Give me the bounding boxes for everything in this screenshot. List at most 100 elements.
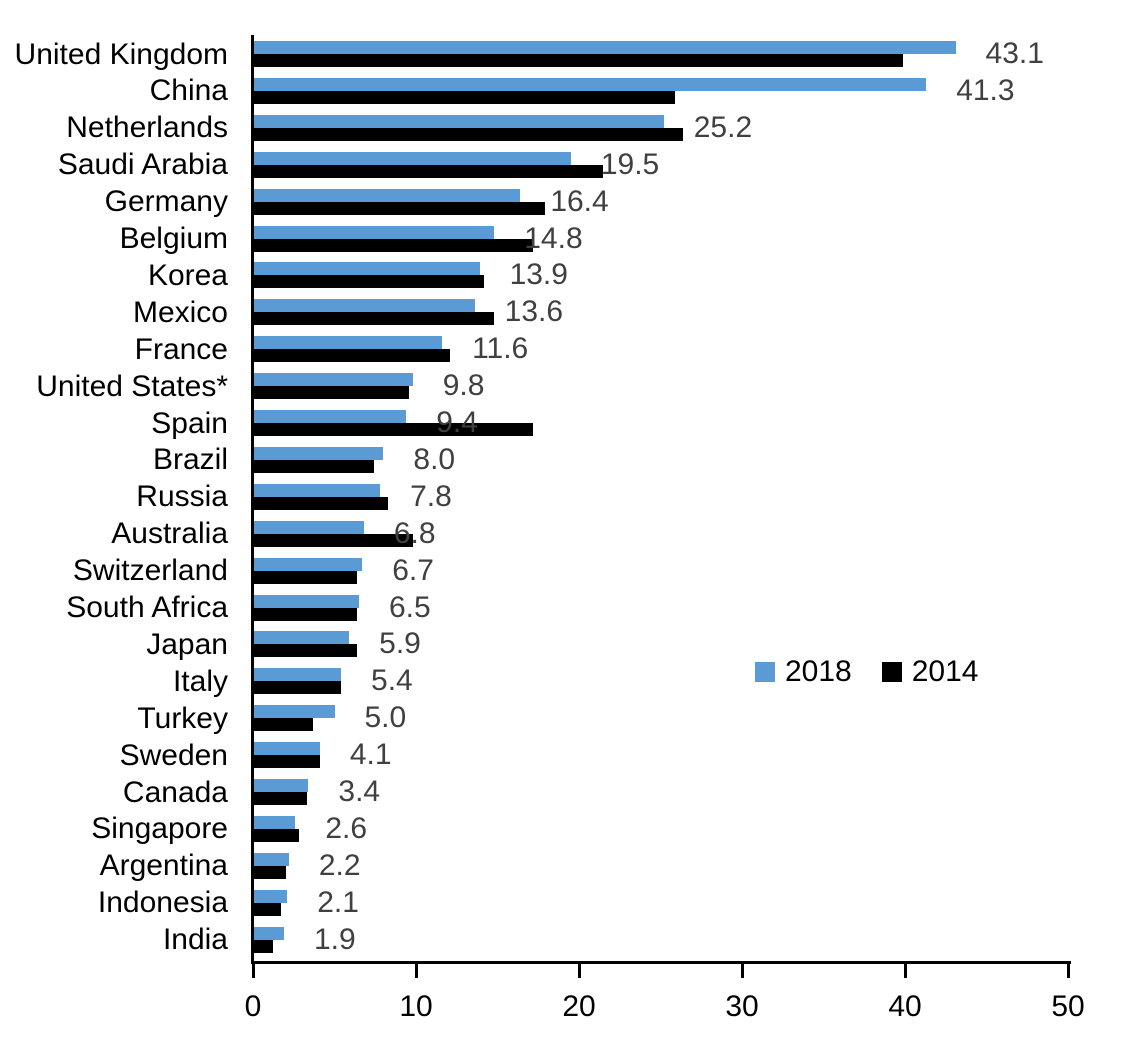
x-tick bbox=[577, 964, 581, 978]
bar-2018 bbox=[253, 299, 475, 313]
bar-2018 bbox=[253, 373, 413, 387]
bar-2014 bbox=[253, 902, 281, 916]
x-tick bbox=[251, 964, 255, 978]
bar-2018 bbox=[253, 631, 350, 645]
bar-2014 bbox=[253, 238, 534, 252]
legend-label: 2014 bbox=[911, 655, 979, 688]
bar-2014 bbox=[253, 164, 604, 178]
bar-2014 bbox=[253, 607, 358, 621]
value-label: 43.1 bbox=[985, 37, 1044, 70]
value-label: 14.8 bbox=[524, 221, 583, 255]
bar-2018 bbox=[253, 705, 335, 719]
category-label: Spain bbox=[151, 406, 228, 440]
bar-2014 bbox=[253, 201, 545, 215]
x-tick bbox=[740, 964, 744, 978]
x-tick-label: 20 bbox=[562, 990, 596, 1023]
x-tick bbox=[414, 964, 418, 978]
x-tick-label: 50 bbox=[1051, 990, 1085, 1023]
bar-2014 bbox=[253, 423, 534, 436]
category-label: Japan bbox=[146, 627, 228, 661]
value-label: 16.4 bbox=[550, 184, 609, 218]
value-label: 13.6 bbox=[504, 295, 564, 329]
category-label: Italy bbox=[172, 664, 228, 698]
category-label: United States* bbox=[36, 369, 228, 403]
legend-swatch-2018 bbox=[755, 662, 775, 682]
bar-2014 bbox=[253, 681, 342, 695]
value-label: 6.5 bbox=[388, 590, 431, 624]
category-label: Korea bbox=[147, 258, 228, 292]
category-label: Mexico bbox=[132, 295, 228, 329]
bar-2014 bbox=[253, 792, 307, 805]
value-label: 1.9 bbox=[313, 922, 356, 956]
bar-2014 bbox=[253, 386, 410, 400]
category-label: Switzerland bbox=[72, 554, 228, 588]
category-label: India bbox=[162, 923, 228, 957]
bar-2014 bbox=[253, 755, 320, 769]
category-label: Germany bbox=[104, 185, 228, 219]
bar-2014 bbox=[253, 718, 314, 732]
bar-2018 bbox=[253, 557, 363, 571]
value-label: 5.9 bbox=[379, 627, 421, 661]
value-label: 13.9 bbox=[509, 258, 568, 292]
x-tick bbox=[903, 964, 907, 978]
value-label: 9.8 bbox=[442, 369, 485, 403]
category-label: China bbox=[149, 74, 228, 108]
legend-swatch-2014 bbox=[881, 662, 902, 682]
bar-2018 bbox=[253, 336, 443, 350]
bar-2018 bbox=[253, 668, 342, 682]
bar-2014 bbox=[253, 127, 684, 141]
value-label: 8.0 bbox=[413, 442, 456, 476]
category-label: Netherlands bbox=[66, 111, 228, 145]
bar-2018 bbox=[253, 520, 364, 534]
category-label: Belgium bbox=[119, 222, 228, 255]
bar-2014 bbox=[253, 312, 495, 326]
bar-2018 bbox=[253, 815, 296, 829]
category-label: Turkey bbox=[137, 701, 228, 735]
bar-2018 bbox=[253, 225, 495, 239]
bar-2014 bbox=[253, 533, 413, 547]
value-label: 2.2 bbox=[318, 848, 361, 882]
bar-2018 bbox=[253, 889, 288, 903]
bar-2018 bbox=[253, 114, 664, 128]
bar-2014 bbox=[253, 496, 389, 510]
category-label: Brazil bbox=[152, 443, 228, 477]
value-label: 7.8 bbox=[410, 479, 452, 513]
category-label: Indonesia bbox=[97, 886, 228, 920]
bar-2018 bbox=[253, 446, 384, 460]
bar-2014 bbox=[253, 275, 485, 289]
x-tick-label: 0 bbox=[244, 990, 262, 1023]
bar-2018 bbox=[253, 410, 407, 423]
y-axis-line bbox=[251, 35, 254, 964]
category-label: South Africa bbox=[66, 591, 228, 624]
category-label: Sweden bbox=[119, 738, 228, 772]
bar-2018 bbox=[253, 742, 320, 756]
bar-2014 bbox=[253, 90, 676, 104]
category-label: France bbox=[134, 332, 228, 366]
category-label: Singapore bbox=[91, 812, 228, 846]
bar-2018 bbox=[253, 852, 289, 866]
bar-2018 bbox=[253, 41, 956, 54]
value-label: 19.5 bbox=[600, 147, 660, 181]
value-label: 2.6 bbox=[325, 811, 368, 845]
x-tick bbox=[1066, 964, 1070, 978]
bar-2014 bbox=[253, 349, 451, 363]
bar-2014 bbox=[253, 939, 273, 953]
x-tick-label: 30 bbox=[725, 990, 759, 1023]
bar-2018 bbox=[253, 779, 309, 792]
value-label: 2.1 bbox=[317, 885, 359, 919]
bar-2018 bbox=[253, 188, 521, 202]
category-label: Australia bbox=[111, 517, 228, 551]
bar-2014 bbox=[253, 570, 358, 584]
value-label: 5.4 bbox=[371, 664, 413, 698]
category-label: Saudi Arabia bbox=[57, 148, 228, 182]
legend-item-2018: 2018 bbox=[755, 655, 852, 689]
value-label: 41.3 bbox=[956, 73, 1015, 107]
category-label: Russia bbox=[136, 480, 228, 514]
value-label: 4.1 bbox=[349, 738, 392, 772]
value-label: 11.6 bbox=[472, 332, 529, 366]
category-label: Argentina bbox=[99, 849, 228, 883]
value-label: 3.4 bbox=[338, 775, 381, 808]
value-label: 25.2 bbox=[693, 110, 753, 144]
x-axis-line bbox=[251, 961, 1071, 964]
